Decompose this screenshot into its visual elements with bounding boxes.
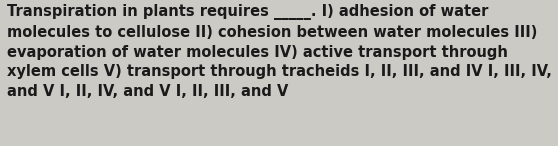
Text: Transpiration in plants requires _____. I) adhesion of water
molecules to cellul: Transpiration in plants requires _____. …: [7, 4, 552, 99]
